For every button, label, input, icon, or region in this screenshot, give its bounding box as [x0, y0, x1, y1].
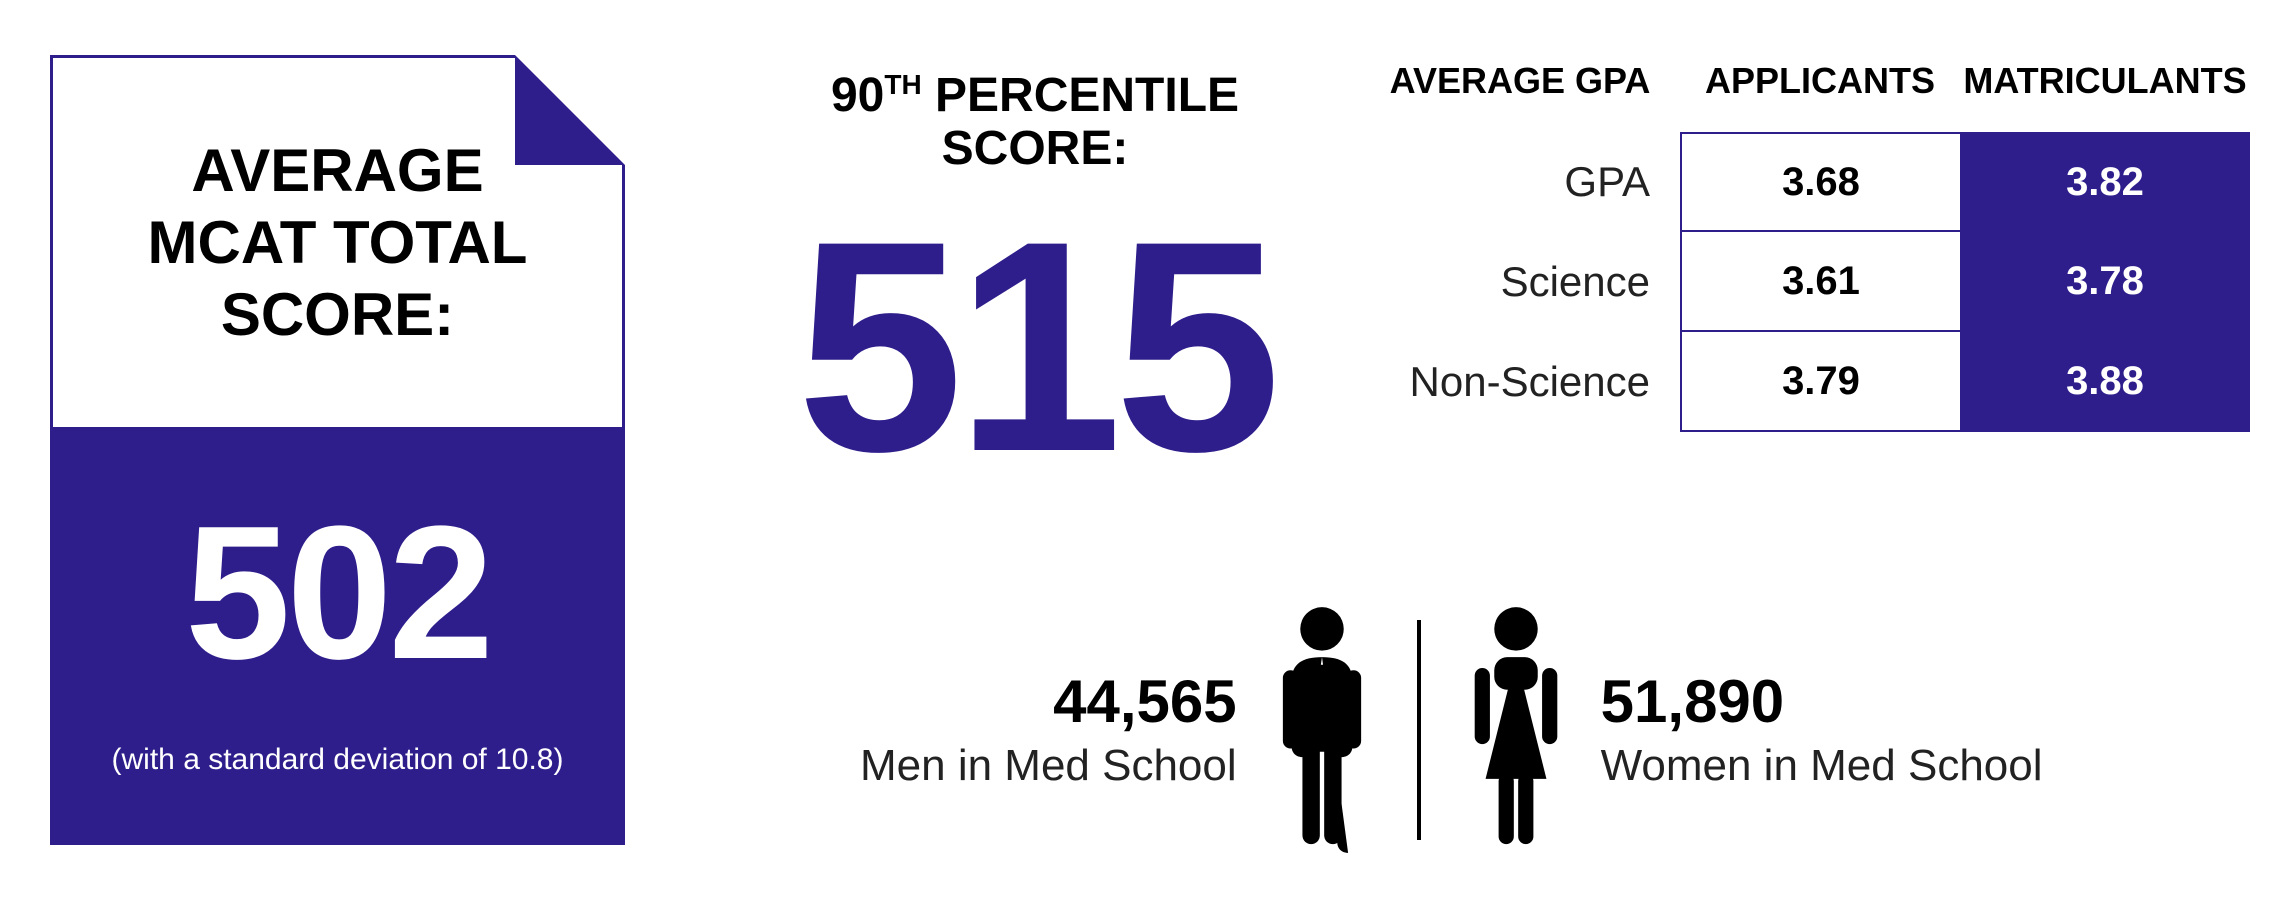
mcat-average-card: AVERAGE MCAT TOTAL SCORE: 502 (with a st… [50, 55, 625, 845]
gpa-row: GPA 3.68 3.82 [1360, 132, 2250, 232]
gpa-cell-applicants: 3.61 [1680, 232, 1960, 332]
mcat-title-line1: AVERAGE [191, 137, 483, 204]
mcat-average-score: 502 [185, 498, 490, 688]
percentile-label: 90TH PERCENTILE SCORE: [770, 70, 1300, 176]
gpa-header-col0: AVERAGE GPA [1360, 60, 1680, 102]
mcat-title: AVERAGE MCAT TOTAL SCORE: [148, 135, 528, 351]
gpa-cell-matriculants: 3.88 [1960, 332, 2250, 432]
gpa-cell-applicants: 3.68 [1680, 132, 1960, 232]
mcat-card-header: AVERAGE MCAT TOTAL SCORE: [50, 55, 625, 430]
gpa-row: Science 3.61 3.78 [1360, 232, 2250, 332]
men-text: 44,565 Men in Med School [860, 669, 1237, 791]
gpa-row-label: GPA [1360, 132, 1680, 232]
gpa-cell-applicants: 3.79 [1680, 332, 1960, 432]
gpa-cell-matriculants: 3.78 [1960, 232, 2250, 332]
percentile-label-num: 90 [831, 69, 884, 122]
gpa-row-label: Science [1360, 232, 1680, 332]
gpa-header-col2: MATRICULANTS [1960, 60, 2250, 102]
gpa-table: AVERAGE GPA APPLICANTS MATRICULANTS GPA … [1360, 60, 2250, 432]
mcat-sd-text: (with a standard deviation of 10.8) [112, 743, 564, 777]
women-side: 51,890 Women in Med School [1461, 605, 2043, 855]
gpa-row-label: Non-Science [1360, 332, 1680, 432]
gpa-headers: AVERAGE GPA APPLICANTS MATRICULANTS [1360, 60, 2250, 102]
demographics-divider [1417, 620, 1421, 840]
women-count: 51,890 [1601, 669, 1785, 735]
percentile-block: 90TH PERCENTILE SCORE: 515 [770, 70, 1300, 496]
men-count: 44,565 [1053, 669, 1237, 735]
mcat-card-body: 502 (with a standard deviation of 10.8) [50, 430, 625, 845]
women-label: Women in Med School [1601, 741, 2043, 791]
men-label: Men in Med School [860, 741, 1237, 791]
men-side: 44,565 Men in Med School [860, 605, 1377, 855]
gpa-cell-matriculants: 3.82 [1960, 132, 2250, 232]
page-fold-icon [515, 55, 625, 165]
percentile-label-rest: PERCENTILE SCORE: [922, 69, 1239, 175]
percentile-value: 515 [770, 196, 1300, 496]
women-text: 51,890 Women in Med School [1601, 669, 2043, 791]
percentile-label-ord: TH [884, 69, 921, 100]
demographics-block: 44,565 Men in Med School [860, 590, 2160, 870]
person-female-icon [1461, 605, 1571, 855]
gpa-row: Non-Science 3.79 3.88 [1360, 332, 2250, 432]
person-male-icon [1267, 605, 1377, 855]
mcat-title-line3: SCORE: [221, 281, 454, 348]
gpa-header-col1: APPLICANTS [1680, 60, 1960, 102]
mcat-title-line2: MCAT TOTAL [148, 209, 528, 276]
